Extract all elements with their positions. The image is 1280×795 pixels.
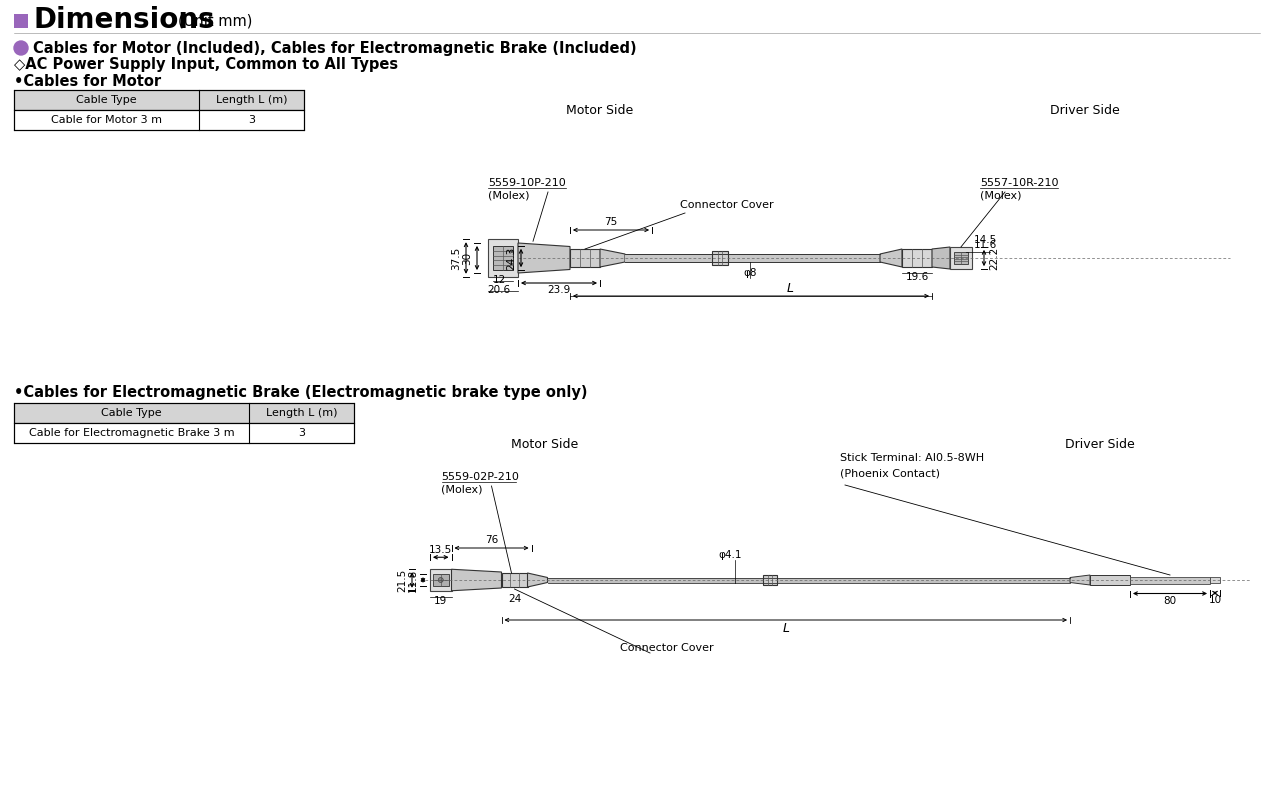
Text: φ8: φ8 (744, 268, 756, 278)
Bar (488, 239, 518, 277)
Polygon shape (527, 573, 548, 587)
Bar (763, 575, 777, 585)
Polygon shape (452, 569, 502, 591)
Text: 76: 76 (485, 535, 498, 545)
Bar (902, 249, 932, 267)
Text: 12: 12 (493, 275, 506, 285)
Circle shape (438, 577, 443, 583)
Bar (430, 569, 452, 591)
Text: 19.6: 19.6 (905, 272, 928, 282)
Polygon shape (600, 249, 625, 267)
Bar (954, 252, 968, 264)
Polygon shape (881, 249, 902, 267)
Text: 30: 30 (462, 251, 472, 265)
Bar (14, 403, 355, 423)
Text: 10: 10 (1208, 595, 1221, 605)
Text: Cable for Electromagnetic Brake 3 m: Cable for Electromagnetic Brake 3 m (28, 428, 234, 438)
Text: Stick Terminal: AI0.5-8WH: Stick Terminal: AI0.5-8WH (840, 453, 984, 463)
Text: Connector Cover: Connector Cover (680, 200, 773, 210)
Text: 23.9: 23.9 (548, 285, 571, 295)
Text: •Cables for Motor: •Cables for Motor (14, 75, 161, 90)
Text: Motor Side: Motor Side (566, 103, 634, 117)
Text: 13.5: 13.5 (429, 545, 452, 555)
Text: Driver Side: Driver Side (1065, 439, 1135, 452)
Bar (433, 574, 448, 586)
Text: (Molex): (Molex) (442, 484, 483, 494)
Text: 22.2: 22.2 (989, 246, 998, 270)
Text: 24.3: 24.3 (506, 246, 516, 270)
Text: 5557-10R-210: 5557-10R-210 (980, 178, 1059, 188)
Text: Driver Side: Driver Side (1050, 103, 1120, 117)
Text: 80: 80 (1164, 595, 1176, 606)
Text: 5559-02P-210: 5559-02P-210 (442, 472, 520, 482)
Text: 3: 3 (248, 115, 255, 125)
Text: Connector Cover: Connector Cover (620, 643, 714, 653)
Bar (625, 254, 881, 262)
Polygon shape (932, 247, 950, 269)
Bar (1130, 576, 1210, 584)
Text: (Unit mm): (Unit mm) (178, 14, 252, 29)
Text: L: L (782, 622, 790, 634)
Polygon shape (1070, 575, 1091, 585)
Circle shape (14, 41, 28, 55)
Text: 5559-10P-210: 5559-10P-210 (488, 178, 566, 188)
Text: 14.5: 14.5 (974, 235, 997, 245)
Text: Length L (m): Length L (m) (216, 95, 287, 105)
Text: 11.6: 11.6 (974, 240, 997, 250)
Bar (14, 90, 305, 110)
Text: (Molex): (Molex) (980, 190, 1021, 200)
Text: 19: 19 (434, 595, 448, 606)
Polygon shape (518, 243, 570, 273)
Text: Motor Side: Motor Side (512, 439, 579, 452)
Text: 24: 24 (508, 594, 521, 604)
Bar (712, 251, 728, 265)
Text: 3: 3 (298, 428, 305, 438)
Text: (Molex): (Molex) (488, 190, 530, 200)
Text: Cable Type: Cable Type (101, 408, 161, 418)
Text: 21.5: 21.5 (397, 568, 407, 591)
Text: 37.5: 37.5 (451, 246, 461, 270)
Bar (14, 423, 355, 443)
Text: Cable for Motor 3 m: Cable for Motor 3 m (51, 115, 163, 125)
Text: L: L (786, 281, 794, 294)
Bar (502, 573, 527, 587)
Bar (570, 249, 600, 267)
Text: 11.8: 11.8 (408, 568, 419, 591)
Text: Dimensions: Dimensions (35, 6, 215, 34)
Text: Cable Type: Cable Type (77, 95, 137, 105)
Text: Length L (m): Length L (m) (266, 408, 337, 418)
Text: Cables for Motor (Included), Cables for Electromagnetic Brake (Included): Cables for Motor (Included), Cables for … (33, 41, 636, 56)
Text: ◇AC Power Supply Input, Common to All Types: ◇AC Power Supply Input, Common to All Ty… (14, 57, 398, 72)
Text: (Phoenix Contact): (Phoenix Contact) (840, 469, 940, 479)
Text: 75: 75 (604, 217, 618, 227)
Bar (14, 110, 305, 130)
Text: •Cables for Electromagnetic Brake (Electromagnetic brake type only): •Cables for Electromagnetic Brake (Elect… (14, 386, 588, 401)
Text: φ4.1: φ4.1 (718, 550, 741, 560)
Bar (950, 247, 972, 269)
Text: 20.6: 20.6 (488, 285, 511, 295)
Bar (1210, 577, 1220, 583)
Bar (493, 246, 513, 270)
Bar (1091, 575, 1130, 585)
Bar (548, 577, 1070, 583)
Bar (14, 14, 28, 28)
